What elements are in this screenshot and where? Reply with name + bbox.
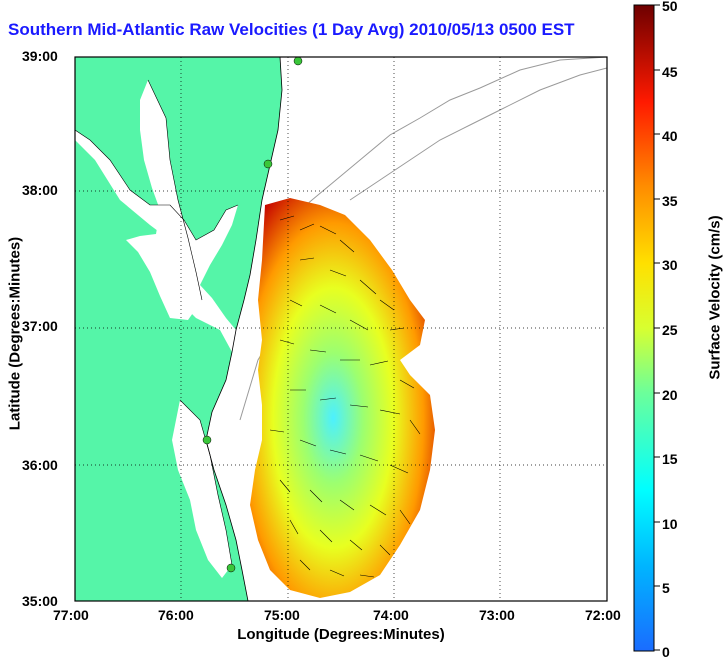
- colorbar-tick-label: 50: [662, 0, 678, 14]
- chesapeake-bay: [126, 80, 202, 320]
- y-tick-label: 37:00: [22, 318, 58, 334]
- y-tick-label: 35:00: [22, 593, 58, 609]
- grid-lines: [75, 57, 607, 601]
- colorbar-ticks: [654, 4, 660, 651]
- plot-frame: [74, 56, 608, 602]
- x-tick-label: 72:00: [585, 607, 621, 623]
- colorbar-tick-label: 30: [662, 257, 678, 273]
- bathymetry-contour: [299, 57, 607, 211]
- bathymetry-contour: [349, 67, 607, 201]
- radar-station-marker: [263, 159, 273, 169]
- map-title: Southern Mid-Atlantic Raw Velocities (1 …: [8, 20, 575, 39]
- x-tick-label: 77:00: [53, 607, 89, 623]
- x-tick-label: 74:00: [373, 607, 409, 623]
- colorbar: [633, 4, 655, 652]
- sound-water: [172, 400, 232, 578]
- coastline: [205, 57, 283, 601]
- x-axis-label: Longitude (Degrees:Minutes): [237, 626, 445, 643]
- colorbar-tick-label: 25: [662, 322, 678, 338]
- colorbar-tick-label: 20: [662, 387, 678, 403]
- colorbar-tick-label: 40: [662, 128, 678, 144]
- y-tick-label: 39:00: [22, 48, 58, 64]
- radar-station-marker: [226, 563, 236, 573]
- radar-station-marker: [293, 57, 303, 66]
- land-mass: [75, 57, 282, 330]
- y-tick-label: 36:00: [22, 457, 58, 473]
- radar-station-marker: [202, 435, 212, 445]
- colorbar-tick-label: 5: [662, 580, 670, 596]
- colorbar-tick-label: 0: [662, 644, 670, 660]
- inner-shoreline: [75, 79, 239, 566]
- colorbar-tick-label: 15: [662, 451, 678, 467]
- velocity-field: [250, 198, 435, 598]
- x-tick-label: 75:00: [264, 607, 300, 623]
- colorbar-tick-label: 35: [662, 193, 678, 209]
- x-tick-label: 76:00: [158, 607, 194, 623]
- colorbar-tick-label: 45: [662, 64, 678, 80]
- velocity-vectors: [269, 215, 421, 578]
- colorbar-tick-label: 10: [662, 516, 678, 532]
- x-tick-label: 73:00: [479, 607, 515, 623]
- y-tick-label: 38:00: [22, 182, 58, 198]
